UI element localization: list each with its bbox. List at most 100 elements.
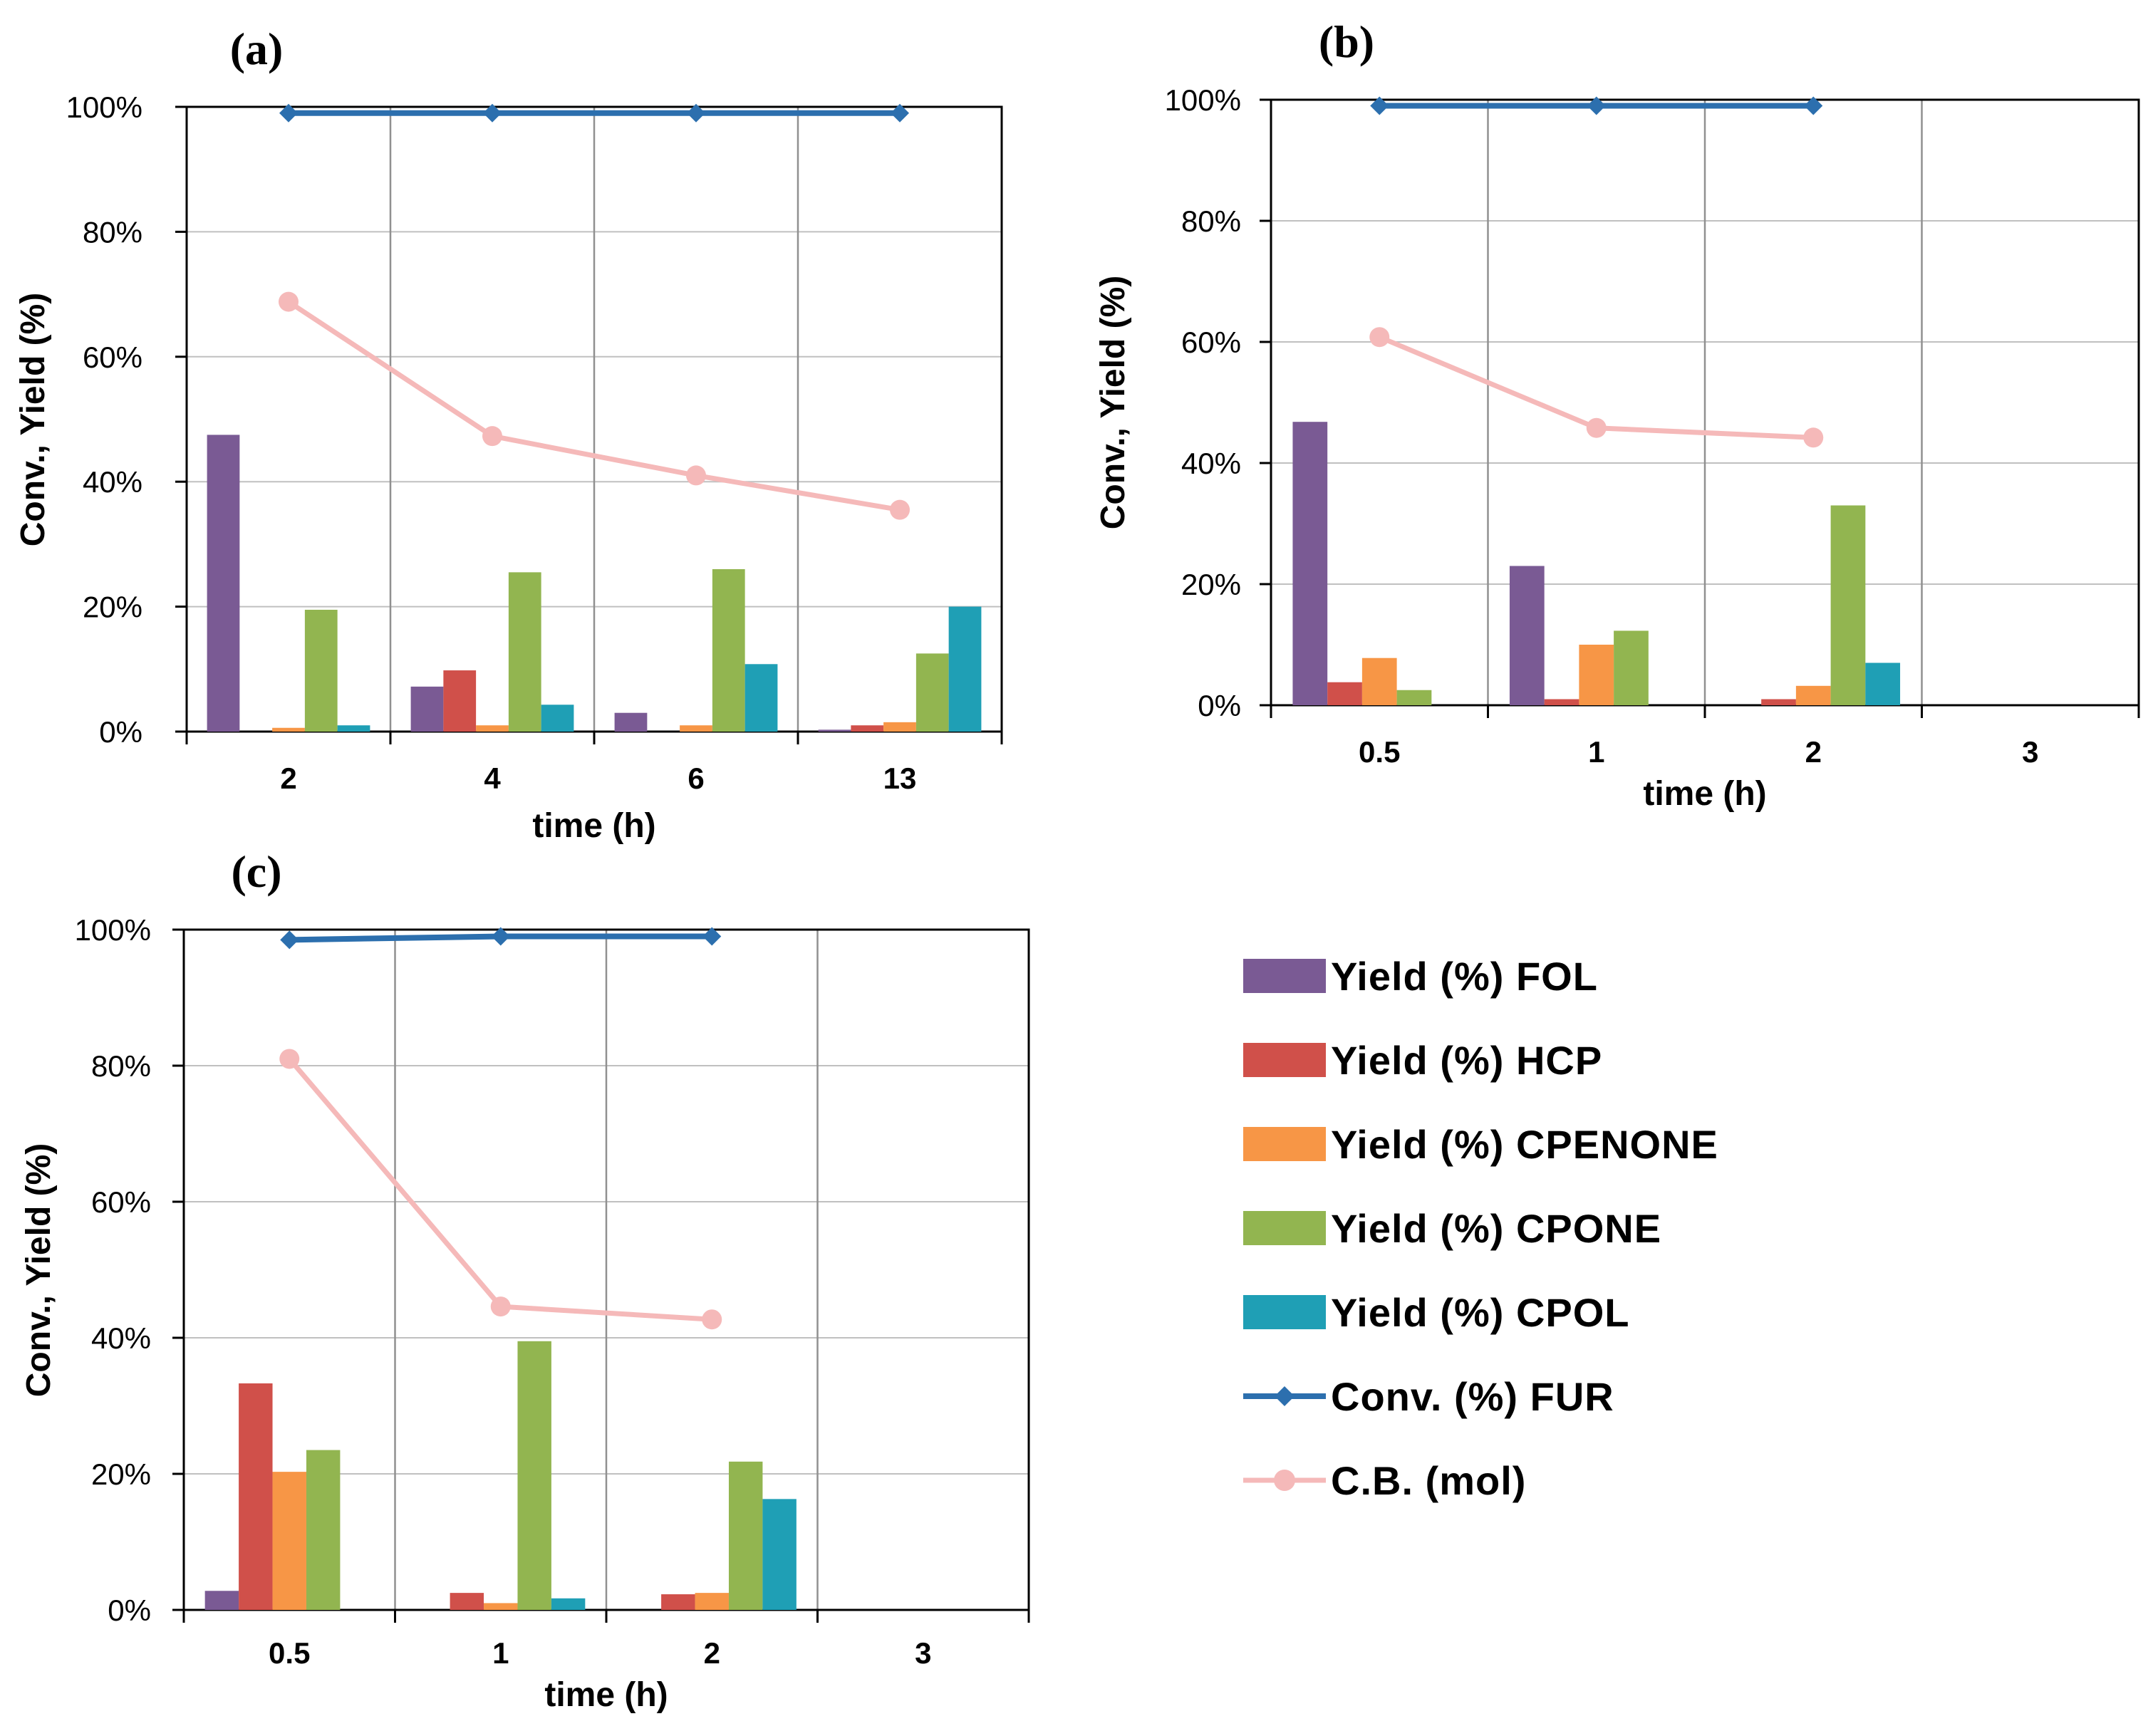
bar-cpenone [1361,658,1397,705]
bar-cpone [712,568,745,732]
y-axis-title: Conv., Yield (%) [1094,276,1132,529]
y-tick-label: 80% [1181,204,1241,238]
x-tick-label: 1 [492,1636,509,1670]
line-cb [287,1057,712,1322]
panel-label: (b) [1319,16,1374,67]
bar-cpenone [1795,685,1831,705]
x-tick-label: 0.5 [1359,735,1400,769]
y-tick-label: 0% [1198,689,1241,722]
point-fur [1804,96,1823,115]
legend: Yield (%) FOL Yield (%) HCP Yield (%) CPEN… [1243,954,1718,1503]
point-cb [702,1309,722,1330]
bar-cpol [948,606,982,732]
line-cb [287,299,901,513]
bar-cpone [915,653,949,732]
legend-label: Conv. (%) FUR [1331,1374,1614,1419]
bar-cpol [745,664,778,732]
x-tick-label: 0.5 [269,1636,310,1670]
legend-label: Yield (%) CPENONE [1331,1122,1718,1167]
x-axis-title: time (h) [544,1676,668,1714]
legend-label: Yield (%) CPONE [1331,1206,1661,1251]
point-fur [483,103,502,123]
bar-cpone [306,1450,341,1610]
chart-panel-a: (a) 0% 20% 40% 60% 80% 100% 2 4 6 13 time (h) Conv.,… [14,24,1003,845]
bar-cpenone [680,725,712,732]
bar-cpol [1865,662,1901,705]
point-cb [279,291,299,312]
bar-cpone [304,609,338,732]
point-cb [482,426,502,447]
y-tick-label: 40% [83,465,142,499]
point-fur [891,103,909,123]
point-fur [1370,96,1389,115]
point-cb [1586,417,1607,438]
bar-hcp [1761,699,1796,705]
x-tick-label: 1 [1588,735,1604,769]
panel-label: (a) [230,24,284,74]
bar-cpol [551,1598,586,1610]
y-axis-title: Conv., Yield (%) [14,293,52,546]
x-tick-label: 2 [1805,735,1822,769]
x-tick-label: 13 [883,762,917,795]
bar-hcp [450,1593,484,1610]
bar-fol [614,712,648,732]
x-tick-label: 3 [915,1636,931,1670]
y-tick-label: 0% [99,715,142,749]
chart-panel-c: (c) 0% 20% 40% 60% 80% 100% 0.5 1 2 3 time (h) Conv.… [20,846,1030,1714]
bar-cpone [1396,690,1432,705]
x-axis-title: time (h) [1643,775,1766,813]
legend-label: Yield (%) HCP [1331,1038,1602,1083]
x-tick-label: 3 [2022,735,2038,769]
legend-swatch-cpone [1243,1211,1326,1245]
legend-swatch-hcp [1243,1043,1326,1077]
bar-hcp [1327,682,1362,705]
point-cb [686,465,706,486]
bar-cpenone [1579,645,1614,705]
legend-marker-cb [1274,1470,1295,1491]
bar-cpenone [883,722,916,732]
y-tick-label: 60% [1181,326,1241,359]
x-tick-label: 2 [704,1636,720,1670]
bar-cpol [337,725,370,732]
y-axis-title: Conv., Yield (%) [20,1143,58,1397]
panel-label: (c) [231,846,281,897]
bar-fol [1292,422,1328,705]
y-tick-label: 40% [1181,447,1241,480]
point-fur [279,103,298,123]
point-fur [687,103,705,123]
y-tick-label: 100% [66,90,142,124]
bar-cpenone [484,1603,518,1610]
bar-cpone [1614,630,1649,705]
bar-cpenone [272,1472,306,1610]
bar-fol [410,686,444,732]
bar-cpol [762,1499,797,1610]
y-tick-label: 20% [83,591,142,624]
y-tick-label: 20% [1181,568,1241,601]
point-fur [1587,96,1606,115]
bar-cpenone [476,725,509,732]
y-tick-label: 80% [83,215,142,249]
legend-swatch-cpenone [1243,1127,1326,1161]
bar-cpone [508,572,541,732]
x-axis-title: time (h) [532,807,655,845]
point-cb [279,1049,300,1069]
legend-swatch-fol [1243,959,1326,993]
bar-cpol [541,705,574,732]
x-tick-label: 6 [688,762,704,795]
point-fur [702,927,722,946]
point-cb [1803,427,1824,448]
y-tick-label: 20% [91,1457,151,1491]
point-cb [490,1296,511,1317]
chart-panel-b: (b) 0% 20% 40% 60% 80% 100% 0.5 1 2 3 time (h) Conv.… [1094,16,2140,813]
x-tick-label: 2 [280,762,296,795]
point-fur [280,930,299,950]
bar-hcp [239,1383,273,1610]
bar-fol [204,1591,239,1610]
y-tick-label: 100% [1165,83,1241,117]
y-tick-label: 0% [108,1594,151,1627]
bar-cpenone [695,1593,729,1610]
bar-hcp [1544,699,1579,705]
bar-hcp [851,725,884,732]
y-tick-label: 60% [91,1185,151,1219]
